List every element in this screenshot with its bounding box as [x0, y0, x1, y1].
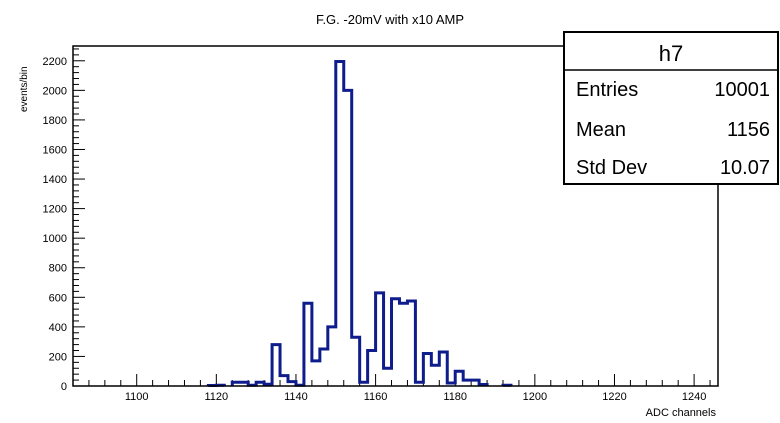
y-axis-ticks: 0 200 400 600 800 1000 1200 1400 1600 1800 2000 220…: [43, 48, 85, 393]
y-tick-label: 1200: [43, 204, 67, 216]
x-tick-label: 1120: [205, 391, 229, 403]
y-tick-label: 1600: [43, 144, 67, 156]
y-tick-label: 2200: [43, 56, 67, 68]
x-tick-label: 1160: [364, 391, 388, 403]
histogram-bin: [431, 365, 439, 386]
x-tick-label: 1180: [443, 391, 467, 403]
stats-box-title: h7: [659, 41, 683, 66]
stats-entries-label: Entries: [576, 79, 638, 101]
stats-box: h7 Entries 10001 Mean 1156 Std Dev 10.07: [563, 31, 779, 185]
y-tick-label: 1400: [43, 174, 67, 186]
x-axis-ticks: 1100 1120 1140 1160 1180 1200 1220 1240: [72, 374, 711, 403]
stats-mean-label: Mean: [576, 119, 626, 141]
stats-mean-value: 1156: [727, 119, 770, 141]
histogram-bin: [384, 368, 392, 386]
x-axis-label: ADC channels: [646, 407, 717, 419]
histogram-bin: [399, 303, 407, 386]
stats-entries-value: 10001: [714, 79, 770, 101]
x-tick-label: 1100: [125, 391, 149, 403]
y-tick-label: 0: [61, 381, 67, 393]
chart-title: F.G. -20mV with x10 AMP: [316, 12, 464, 27]
x-tick-label: 1220: [602, 391, 626, 403]
y-tick-label: 1800: [43, 115, 67, 127]
y-tick-label: 2000: [43, 85, 67, 97]
y-tick-label: 800: [49, 263, 67, 275]
histogram-bin: [312, 361, 320, 386]
y-tick-label: 1000: [43, 233, 67, 245]
plot-frame: [72, 45, 719, 387]
y-tick-label: 200: [49, 351, 67, 363]
x-tick-label: 1240: [682, 391, 706, 403]
y-axis-label: events/bin: [19, 66, 30, 112]
y-tick-label: 600: [49, 292, 67, 304]
x-tick-label: 1200: [523, 391, 547, 403]
stats-box-frame: [563, 31, 779, 185]
stats-stddev-label: Std Dev: [576, 157, 647, 179]
y-tick-label: 400: [49, 322, 67, 334]
histogram-outline: [206, 60, 513, 388]
x-tick-label: 1140: [284, 391, 308, 403]
stats-stddev-value: 10.07: [720, 157, 770, 179]
